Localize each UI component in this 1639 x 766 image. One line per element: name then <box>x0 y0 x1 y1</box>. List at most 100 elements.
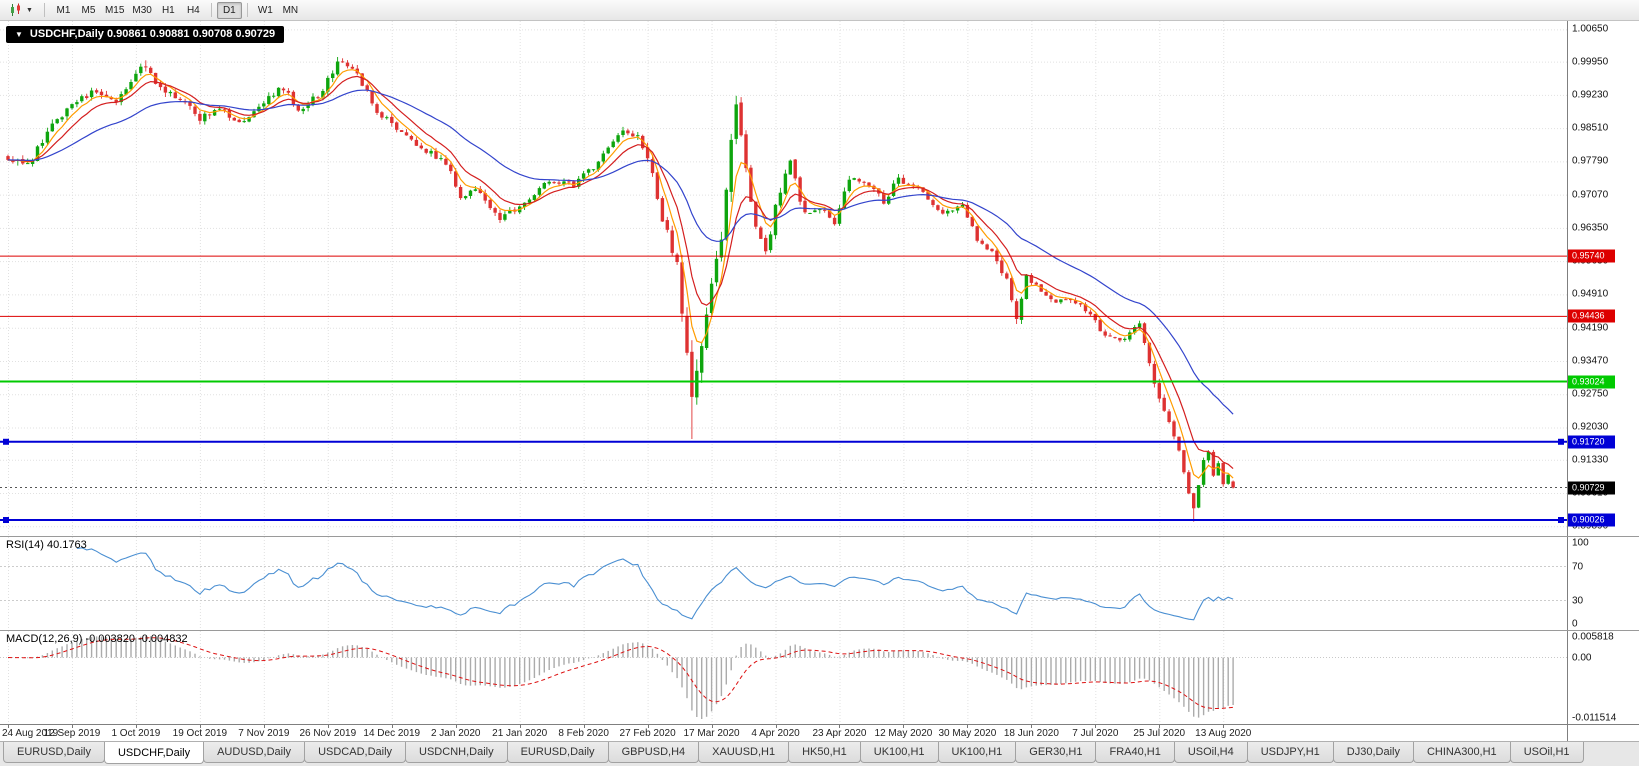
price-level-tag: 0.94436 <box>1568 309 1615 323</box>
macd-axis-tick: -0.011514 <box>1572 712 1617 724</box>
chart-tab-ger30-h1[interactable]: GER30,H1 <box>1015 742 1097 763</box>
rsi-axis-tick: 0 <box>1572 618 1578 630</box>
price-chart-canvas[interactable] <box>0 21 1567 536</box>
date-label: 19 Oct 2019 <box>172 728 228 739</box>
date-label: 4 Apr 2020 <box>751 728 800 739</box>
date-tick-mark <box>327 725 329 728</box>
date-tick-mark <box>8 725 9 728</box>
chart-tab-usdchf-daily[interactable]: USDCHF,Daily <box>103 742 205 764</box>
price-level-tag: 0.93024 <box>1568 375 1615 389</box>
price-axis-tick: 0.97070 <box>1572 189 1609 201</box>
macd-axis-tick: 0.00 <box>1572 652 1592 664</box>
timeframe-groups: M1 M5 M15 M30 H1 H4 D1 W1 MN <box>51 1 303 19</box>
date-tick-mark <box>967 725 969 728</box>
date-label: 25 Jul 2020 <box>1133 728 1186 739</box>
price-axis-tick: 0.91330 <box>1572 454 1609 466</box>
expand-triangle-icon[interactable]: ▼ <box>15 30 23 39</box>
price-level-tag: 0.95740 <box>1568 249 1615 263</box>
pane-splitter-2[interactable] <box>0 630 1639 631</box>
chart-tab-fra40-h1[interactable]: FRA40,H1 <box>1095 742 1175 763</box>
date-axis-row: 24 Aug 2019 12 Sep 2019 1 Oct 2019 19 Oct 2… <box>0 724 1639 741</box>
rsi-pane[interactable]: RSI(14) 40.1763 <box>0 537 1567 630</box>
timeframe-button-d1[interactable]: D1 <box>216 1 242 19</box>
line-handle[interactable] <box>3 438 9 445</box>
date-label: 14 Dec 2019 <box>363 728 421 739</box>
moving-average-30[interactable] <box>7 89 1234 415</box>
chart-tab-usdjpy-h1[interactable]: USDJPY,H1 <box>1246 742 1334 763</box>
timeframe-button-h4[interactable]: H4 <box>186 4 200 16</box>
chart-tab-eurusd-daily[interactable]: EURUSD,Daily <box>3 742 105 763</box>
timeframe-button-mn[interactable]: MN <box>282 4 299 16</box>
moving-average-5[interactable] <box>7 69 1234 479</box>
date-tick-mark <box>775 725 777 728</box>
date-label: 8 Feb 2020 <box>558 728 609 739</box>
timeframe-button-h1[interactable]: H1 <box>161 4 175 16</box>
date-tick-mark <box>1031 725 1033 728</box>
chart-tab-usoil-h4[interactable]: USOil,H4 <box>1173 742 1248 763</box>
date-label: 26 Nov 2019 <box>299 728 357 739</box>
timeframe-button-m15[interactable]: M15 <box>104 4 125 16</box>
date-tick-mark <box>71 725 73 728</box>
price-level-tag: 0.90026 <box>1568 513 1615 527</box>
date-tick-mark <box>903 725 905 728</box>
price-axis-tick: 0.96350 <box>1572 222 1609 234</box>
date-tick-mark <box>199 725 201 728</box>
date-tick-mark <box>1159 725 1161 728</box>
date-label: 23 Apr 2020 <box>812 728 867 739</box>
date-label: 17 Mar 2020 <box>683 728 740 739</box>
date-tick-mark <box>519 725 521 728</box>
line-handle[interactable] <box>1558 517 1564 524</box>
chart-tab-dj30-daily[interactable]: DJ30,Daily <box>1332 742 1414 763</box>
timeframe-button-m5[interactable]: M5 <box>81 4 96 16</box>
price-chart-row: ▼ USDCHF,Daily 0.90861 0.90881 0.90708 0… <box>0 21 1639 536</box>
chart-tab-china300-h1[interactable]: CHINA300,H1 <box>1412 742 1511 763</box>
price-axis-tick: 0.94190 <box>1572 322 1609 334</box>
date-label: 7 Nov 2019 <box>238 728 290 739</box>
date-label: 24 Aug 2019 <box>2 728 59 739</box>
rsi-axis[interactable]: 100 70 30 0 <box>1567 537 1639 630</box>
date-label: 12 May 2020 <box>874 728 933 739</box>
chart-tab-usdcad-daily[interactable]: USDCAD,Daily <box>304 742 407 763</box>
chart-tab-gbpusd-h4[interactable]: GBPUSD,H4 <box>607 742 700 763</box>
date-tick-mark <box>583 725 585 728</box>
date-label: 21 Jan 2020 <box>492 728 548 739</box>
rsi-line <box>76 547 1234 621</box>
current-price-tag: 0.90729 <box>1568 481 1615 495</box>
date-axis[interactable]: 24 Aug 2019 12 Sep 2019 1 Oct 2019 19 Oct 2… <box>0 725 1567 741</box>
rsi-axis-tick: 70 <box>1572 561 1584 572</box>
price-axis-tick: 0.93470 <box>1572 355 1609 367</box>
date-tick-mark <box>711 725 713 728</box>
macd-pane[interactable]: MACD(12,26,9) -0.003820 -0.004832 <box>0 631 1567 724</box>
pane-splitter-1[interactable] <box>0 536 1639 537</box>
chart-tab-uk100-h1[interactable]: UK100,H1 <box>937 742 1017 763</box>
chart-tab-usoil-h1[interactable]: USOil,H1 <box>1509 742 1584 763</box>
line-handle[interactable] <box>1558 438 1564 445</box>
price-axis-tick: 1.00650 <box>1572 23 1609 35</box>
moving-average-10[interactable] <box>7 75 1234 470</box>
date-label: 13 Aug 2020 <box>1195 728 1252 739</box>
chart-type-button[interactable]: ▼ <box>4 1 38 20</box>
chart-tab-usdcnh-daily[interactable]: USDCNH,Daily <box>405 742 508 763</box>
chart-tab-audusd-daily[interactable]: AUDUSD,Daily <box>203 742 306 763</box>
chart-tab-uk100-h1[interactable]: UK100,H1 <box>859 742 939 763</box>
timeframe-button-m1[interactable]: M1 <box>56 4 71 16</box>
macd-indicator-row: MACD(12,26,9) -0.003820 -0.004832 0.0058… <box>0 631 1639 724</box>
price-axis-tick: 0.94910 <box>1572 288 1609 300</box>
timeframe-button-m30[interactable]: M30 <box>132 4 152 16</box>
macd-axis[interactable]: 0.005818 0.00 -0.011514 <box>1567 631 1639 724</box>
price-axis[interactable]: 1.00650 0.99950 0.99230 0.98510 0.97790 0.970… <box>1567 21 1639 536</box>
date-label: 7 Jul 2020 <box>1072 728 1119 739</box>
timeframe-button-w1[interactable]: W1 <box>257 4 273 16</box>
price-axis-tick: 0.97790 <box>1572 155 1609 167</box>
line-handle[interactable] <box>3 517 9 524</box>
rsi-indicator-row: RSI(14) 40.1763 100 70 30 0 <box>0 537 1639 630</box>
axis-corner <box>1567 725 1639 741</box>
macd-axis-tick: 0.005818 <box>1572 631 1614 643</box>
macd-canvas <box>0 631 1567 724</box>
price-pane[interactable]: ▼ USDCHF,Daily 0.90861 0.90881 0.90708 0… <box>0 21 1567 536</box>
date-tick-mark <box>647 725 649 728</box>
macd-signal-line <box>7 637 1234 709</box>
chart-tab-xauusd-h1[interactable]: XAUUSD,H1 <box>698 742 790 763</box>
chart-tab-hk50-h1[interactable]: HK50,H1 <box>788 742 861 763</box>
chart-tab-eurusd-daily[interactable]: EURUSD,Daily <box>506 742 609 763</box>
